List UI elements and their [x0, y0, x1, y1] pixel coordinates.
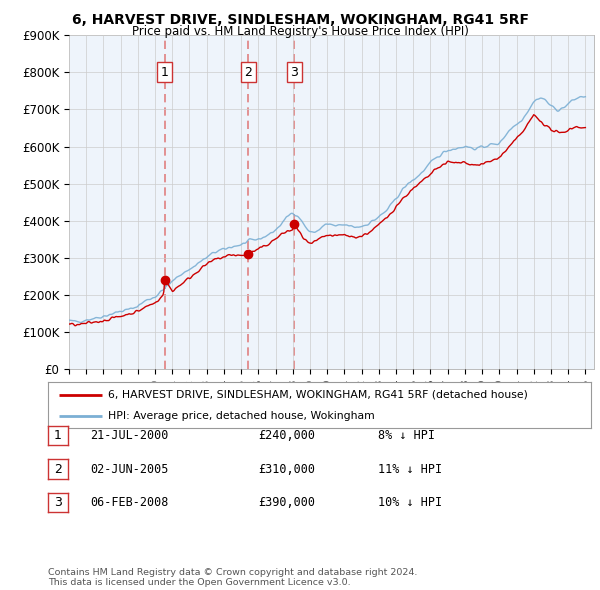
Text: Contains HM Land Registry data © Crown copyright and database right 2024.: Contains HM Land Registry data © Crown c…	[48, 568, 418, 577]
Text: 02-JUN-2005: 02-JUN-2005	[90, 463, 169, 476]
Text: 21-JUL-2000: 21-JUL-2000	[90, 429, 169, 442]
Text: This data is licensed under the Open Government Licence v3.0.: This data is licensed under the Open Gov…	[48, 578, 350, 587]
Text: 6, HARVEST DRIVE, SINDLESHAM, WOKINGHAM, RG41 5RF (detached house): 6, HARVEST DRIVE, SINDLESHAM, WOKINGHAM,…	[108, 389, 527, 399]
Text: Price paid vs. HM Land Registry's House Price Index (HPI): Price paid vs. HM Land Registry's House …	[131, 25, 469, 38]
Text: 3: 3	[54, 496, 62, 509]
Text: 1: 1	[54, 429, 62, 442]
Text: 11% ↓ HPI: 11% ↓ HPI	[378, 463, 442, 476]
Text: 6, HARVEST DRIVE, SINDLESHAM, WOKINGHAM, RG41 5RF: 6, HARVEST DRIVE, SINDLESHAM, WOKINGHAM,…	[71, 13, 529, 27]
Text: £390,000: £390,000	[258, 496, 315, 509]
Text: 2: 2	[244, 66, 252, 79]
Text: 1: 1	[161, 66, 169, 79]
Text: 10% ↓ HPI: 10% ↓ HPI	[378, 496, 442, 509]
Text: 3: 3	[290, 66, 298, 79]
Text: £310,000: £310,000	[258, 463, 315, 476]
Text: HPI: Average price, detached house, Wokingham: HPI: Average price, detached house, Woki…	[108, 411, 374, 421]
Text: 2: 2	[54, 463, 62, 476]
Text: 8% ↓ HPI: 8% ↓ HPI	[378, 429, 435, 442]
Text: 06-FEB-2008: 06-FEB-2008	[90, 496, 169, 509]
Text: £240,000: £240,000	[258, 429, 315, 442]
